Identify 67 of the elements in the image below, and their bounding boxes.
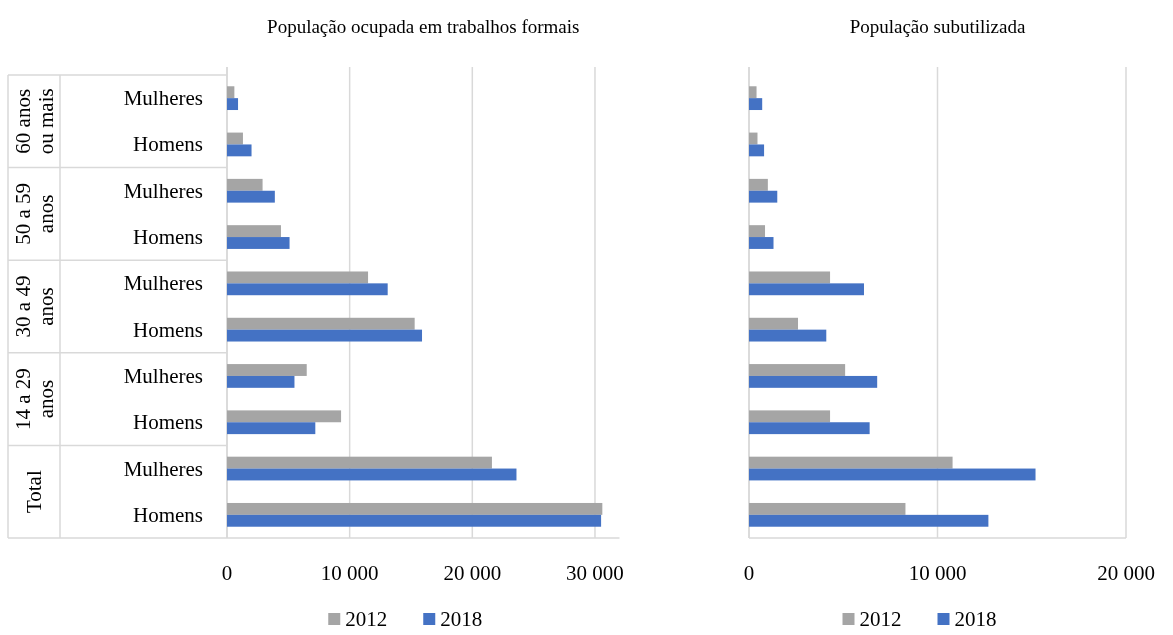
bar <box>749 271 831 284</box>
y-tick-label: Homens <box>133 132 203 157</box>
y-tick-label: Mulheres <box>123 271 203 296</box>
x-tick-label: 0 <box>221 561 233 585</box>
bar <box>227 237 290 249</box>
bar <box>227 456 492 469</box>
bar <box>227 132 243 145</box>
bar <box>749 514 989 527</box>
x-tick-label: 10 000 <box>320 561 379 585</box>
x-tick-label: 20 000 <box>1097 561 1155 585</box>
bar <box>227 98 239 111</box>
bar <box>749 190 778 203</box>
text: 30 a 49 anos <box>10 275 58 338</box>
bar <box>227 364 307 376</box>
y-tick-label: Homens <box>133 502 203 527</box>
bar <box>749 225 766 238</box>
y-tick-label: Mulheres <box>123 86 203 111</box>
bar <box>227 410 342 423</box>
bar <box>227 178 263 191</box>
legend-label: 2018 <box>954 607 997 631</box>
bar <box>227 283 388 296</box>
chart-title: População subutilizada <box>849 16 1026 37</box>
bar <box>749 283 864 296</box>
x-tick-label: 20 000 <box>443 561 502 585</box>
bar <box>227 514 602 527</box>
bar <box>749 98 763 111</box>
bar <box>749 375 878 388</box>
bar <box>749 422 870 435</box>
y-tick-label: Mulheres <box>123 456 203 481</box>
y-tick-label: Homens <box>133 225 203 250</box>
chart-title: População ocupada em trabalhos formais <box>267 16 580 37</box>
bar <box>749 468 1036 481</box>
bar <box>749 237 774 249</box>
legend-label: 2012 <box>859 607 902 631</box>
bar <box>749 364 846 376</box>
bar <box>227 144 252 157</box>
bar <box>749 410 831 423</box>
bar <box>749 329 827 342</box>
y-tick-label: Homens <box>133 410 203 435</box>
bar <box>749 456 953 469</box>
bar <box>227 502 603 515</box>
y-tick-label: Mulheres <box>123 363 203 388</box>
bar <box>227 271 369 284</box>
x-tick-label: 10 000 <box>908 561 967 585</box>
bar <box>749 317 799 330</box>
bar <box>227 225 281 238</box>
text: 50 a 59 anos <box>10 182 58 245</box>
legend-label: 2012 <box>345 607 388 631</box>
x-tick-label: 30 000 <box>566 561 624 585</box>
text: 14 a 29 anos <box>10 368 58 431</box>
bar <box>227 468 517 481</box>
bar <box>749 144 765 157</box>
bar <box>227 422 316 435</box>
y-tick-label: Mulheres <box>123 178 203 203</box>
text: Total <box>22 470 46 514</box>
bar <box>749 178 768 191</box>
bar <box>227 375 295 388</box>
x-tick-label: 0 <box>743 561 755 585</box>
bar <box>227 317 415 330</box>
bar <box>227 86 235 99</box>
bar <box>227 190 275 203</box>
y-tick-label: Homens <box>133 317 203 342</box>
legend-label: 2018 <box>440 607 483 631</box>
bar <box>227 329 423 342</box>
bar <box>749 86 757 99</box>
text: 60 anos ou mais <box>10 88 58 155</box>
bar <box>749 502 906 515</box>
